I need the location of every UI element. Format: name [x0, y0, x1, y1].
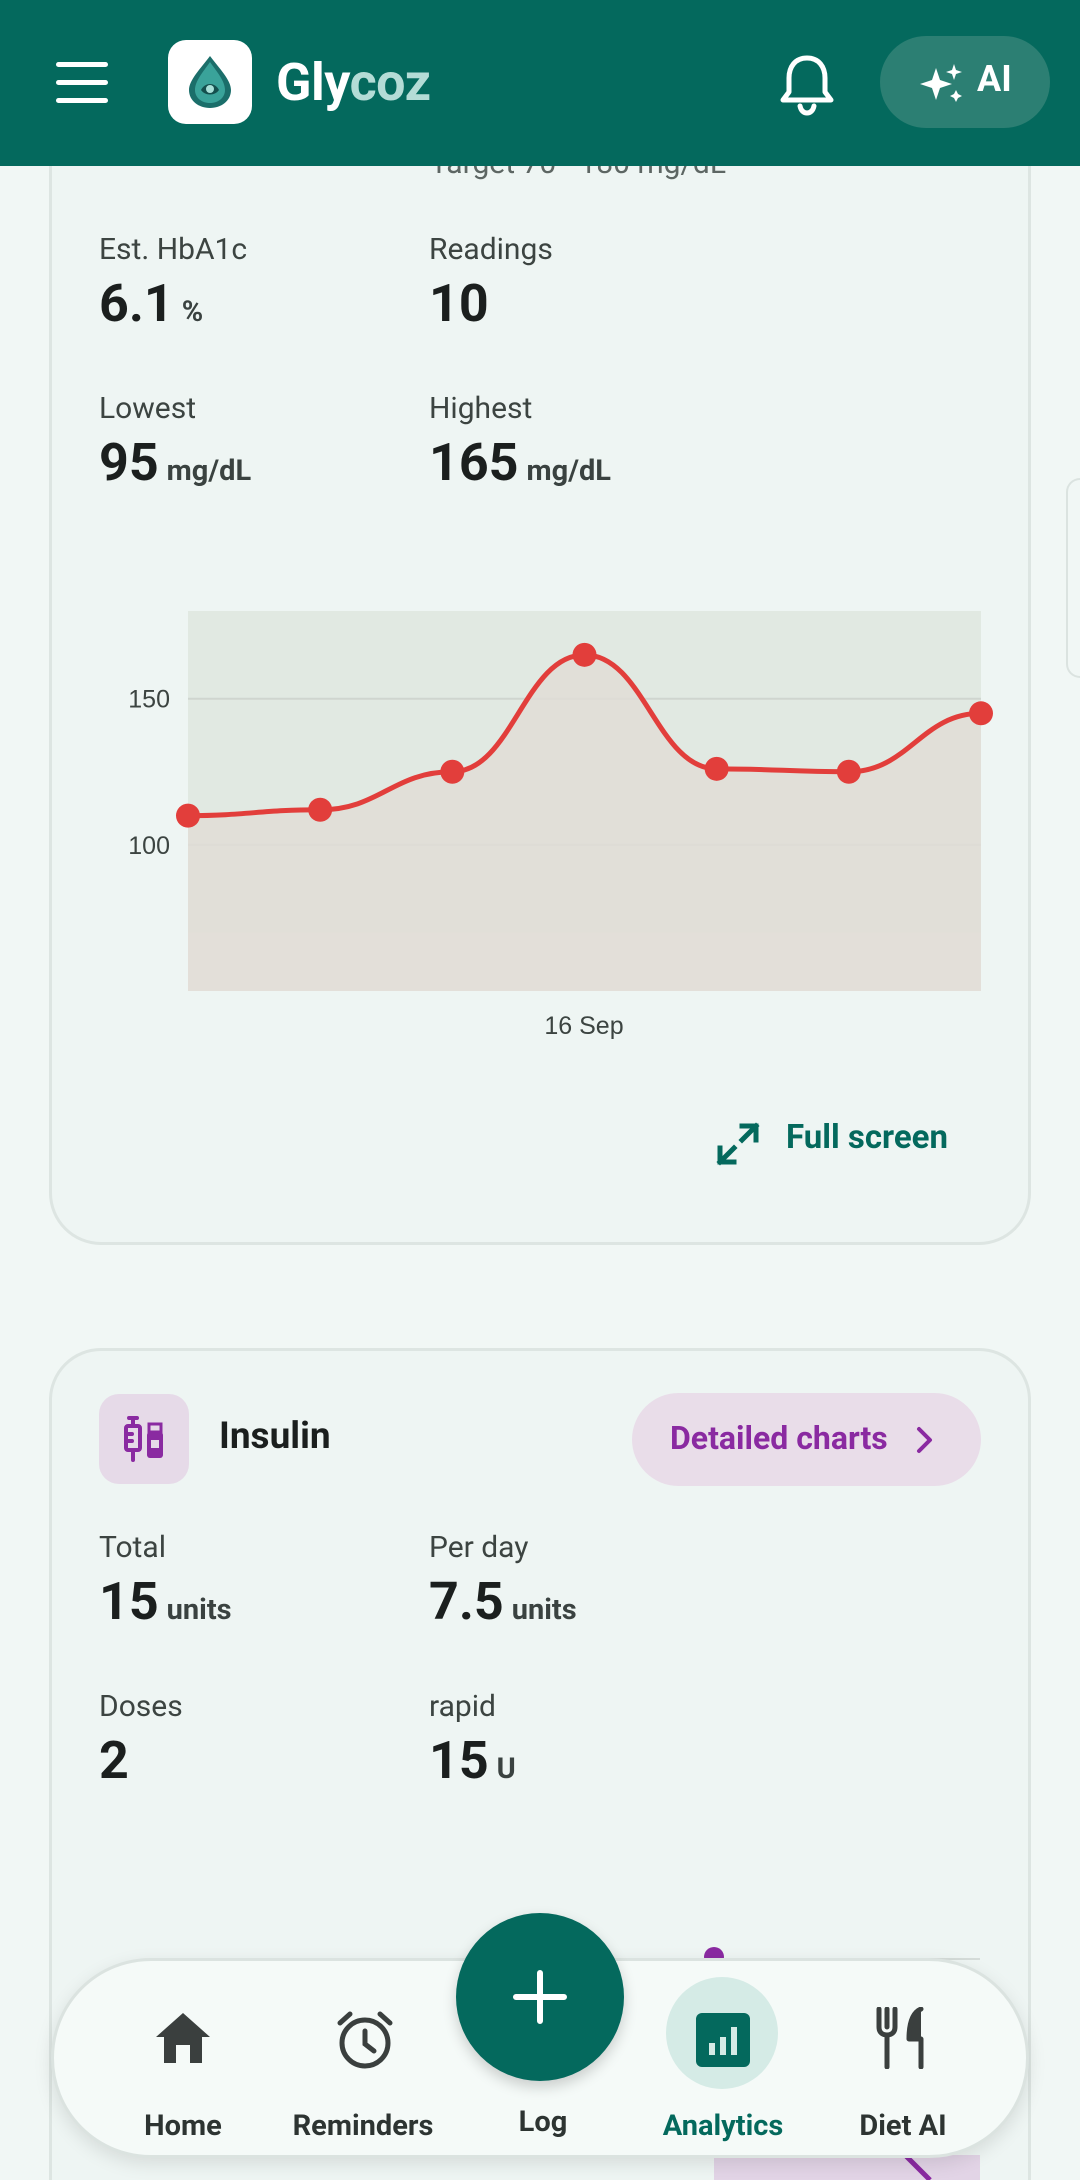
- glucose-point[interactable]: [440, 759, 465, 784]
- glucose-point[interactable]: [308, 797, 333, 822]
- glucose-area: [188, 654, 981, 991]
- glucose-point[interactable]: [176, 803, 200, 828]
- home-icon: [156, 2013, 210, 2063]
- add-log-button[interactable]: [456, 1913, 624, 2081]
- chevron-right-icon: [917, 1427, 932, 1453]
- x-axis-label: 16 Sep: [544, 1012, 623, 1040]
- y-tick-label: 150: [128, 686, 170, 714]
- insulin-card-title: Insulin: [219, 1415, 331, 1458]
- glucose-point[interactable]: [969, 701, 993, 726]
- plus-icon: [513, 1970, 567, 2024]
- notifications-bell-icon[interactable]: [776, 52, 838, 116]
- glucose-point[interactable]: [836, 759, 861, 784]
- insulin-bar: [714, 2155, 980, 2180]
- alarm-clock-icon: [337, 2011, 393, 2069]
- menu-icon[interactable]: [52, 58, 116, 108]
- nav-reminders[interactable]: Reminders: [284, 1961, 464, 2161]
- glucose-point[interactable]: [704, 756, 729, 781]
- glucose-line-chart[interactable]: 150 100 16 Sep: [100, 600, 1000, 1050]
- insulin-icon-tile: [99, 1394, 189, 1484]
- syringe-vial-icon: [124, 1416, 163, 1462]
- stat-highest: Highest 165 mg/dL: [429, 391, 611, 493]
- stat-doses: Doses 2: [99, 1689, 183, 1791]
- nav-diet-ai[interactable]: Diet AI: [824, 1961, 1024, 2161]
- stat-rapid: rapid 15 U: [429, 1689, 516, 1791]
- app-title: Glycoz: [276, 52, 431, 113]
- drop-logo-icon: [189, 56, 231, 108]
- stat-total-insulin: Total 15 units: [99, 1530, 232, 1632]
- stat-hba1c: Est. HbA1c 6.1%: [99, 232, 248, 334]
- detailed-charts-button[interactable]: Detailed charts: [632, 1393, 981, 1486]
- stat-readings: Readings 10: [429, 232, 553, 334]
- fork-knife-icon: [876, 2007, 924, 2069]
- y-tick-label: 100: [128, 832, 170, 860]
- insulin-series-line: [903, 2153, 932, 2180]
- app-logo: [168, 40, 252, 124]
- nav-home[interactable]: Home: [54, 1961, 284, 2161]
- analytics-chart-icon: [696, 2013, 750, 2067]
- glucose-point[interactable]: [572, 642, 597, 667]
- expand-icon: [716, 1122, 760, 1166]
- edge-handle[interactable]: [1066, 478, 1080, 678]
- sparkle-icon: [920, 64, 962, 102]
- nav-log[interactable]: Log: [518, 2105, 568, 2139]
- app-bar: Glycoz AI: [0, 0, 1080, 166]
- stat-per-day: Per day 7.5 units: [429, 1530, 577, 1632]
- nav-analytics[interactable]: Analytics: [624, 1961, 824, 2161]
- stat-lowest: Lowest 95 mg/dL: [99, 391, 252, 493]
- ai-button[interactable]: AI: [880, 36, 1050, 128]
